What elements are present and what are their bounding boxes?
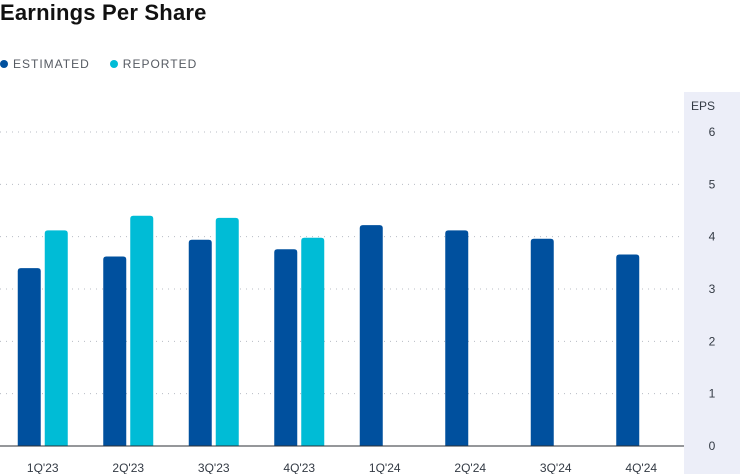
bar-estimated[interactable] <box>445 230 469 446</box>
bar-estimated[interactable] <box>530 238 554 446</box>
bar-reported[interactable] <box>130 215 154 446</box>
y-tick-label: 5 <box>709 177 716 191</box>
x-tick-label: 2Q'24 <box>454 461 486 474</box>
x-axis-ticks: 1Q'23 2Q'23 3Q'23 4Q'23 1Q'24 2Q'24 3Q'24 4Q'24 <box>27 461 657 474</box>
y-tick-label: 2 <box>709 334 716 348</box>
legend-label-estimated: ESTIMATED <box>13 57 90 71</box>
x-tick-label: 3Q'24 <box>540 461 572 474</box>
bar-estimated[interactable] <box>17 268 41 446</box>
bar-estimated[interactable] <box>359 225 383 446</box>
y-tick-label: 4 <box>709 230 716 244</box>
y-tick-label: 6 <box>709 125 716 139</box>
bar-estimated[interactable] <box>103 256 127 446</box>
bar-reported[interactable] <box>215 217 239 446</box>
legend-dot-reported <box>109 60 118 68</box>
y-axis-band <box>684 92 740 474</box>
legend-item-reported[interactable]: REPORTED <box>109 57 198 71</box>
legend-dot-estimated <box>0 60 8 68</box>
y-tick-label: 3 <box>709 282 716 296</box>
bar-reported[interactable] <box>44 230 68 446</box>
legend-item-estimated[interactable]: ESTIMATED <box>0 57 90 71</box>
bar-estimated[interactable] <box>616 254 640 446</box>
y-axis-title: EPS <box>691 99 715 113</box>
legend-label-reported: REPORTED <box>122 57 198 71</box>
legend: ESTIMATED REPORTED <box>0 57 217 71</box>
y-axis-ticks: 0 1 2 3 4 5 6 <box>709 125 716 453</box>
x-tick-label: 1Q'23 <box>27 461 59 474</box>
chart-title: Earnings Per Share <box>0 0 207 25</box>
bars-group <box>17 215 640 446</box>
x-tick-label: 4Q'23 <box>283 461 315 474</box>
bar-reported[interactable] <box>301 237 325 446</box>
y-tick-label: 1 <box>709 387 716 401</box>
y-tick-label: 0 <box>709 439 716 453</box>
bar-estimated[interactable] <box>188 239 212 446</box>
bar-estimated[interactable] <box>274 249 298 446</box>
x-tick-label: 4Q'24 <box>625 461 657 474</box>
grid-lines <box>0 131 684 395</box>
x-tick-label: 3Q'23 <box>198 461 230 474</box>
x-tick-label: 1Q'24 <box>369 461 401 474</box>
x-tick-label: 2Q'23 <box>112 461 144 474</box>
